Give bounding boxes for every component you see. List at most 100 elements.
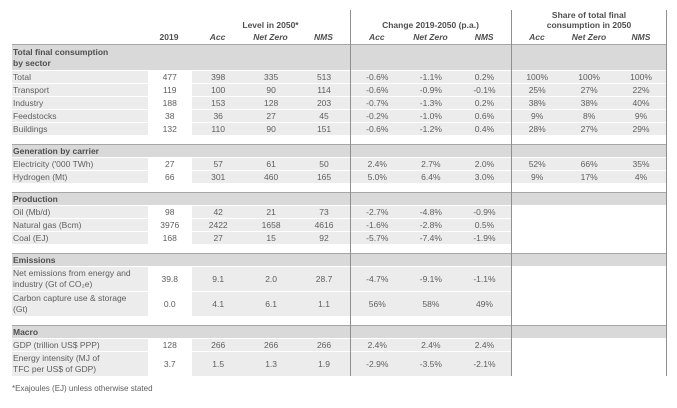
value-share-acc [511, 339, 563, 351]
value-level-net-zero: 90 [244, 84, 298, 96]
value-2019: 38 [147, 110, 192, 122]
value-change-nms: 0.4% [457, 123, 512, 135]
value-share-nms [615, 232, 667, 244]
value-change-net-zero: -2.8% [404, 219, 458, 231]
section-title: Emissions [13, 254, 56, 265]
value-2019: 66 [147, 171, 192, 183]
value-level-nms: 45 [297, 110, 351, 122]
table-row: Industry 188 153 128 203 -0.7% -1.3% 0.2% 38% 38%… [12, 97, 667, 109]
group-header-share: Share of total final consumption in 2050 [511, 10, 667, 30]
table-row: Energy intensity (MJ of TFC per US$ of G… [12, 352, 667, 376]
value-share-net-zero: 66% [563, 158, 616, 170]
value-share-acc [511, 267, 563, 291]
row-label: Transport [12, 84, 148, 96]
row-label: Buildings [12, 123, 148, 135]
value-share-net-zero: 100% [563, 71, 616, 83]
row-label: Hydrogen (Mt) [12, 171, 148, 183]
value-level-nms: 266 [297, 339, 351, 351]
value-change-nms: -1.1% [457, 267, 512, 291]
table-row: Electricity ('000 TWh) 27 57 61 50 2.4% 2.7% 2.… [12, 158, 667, 170]
value-level-acc: 57 [191, 158, 245, 170]
value-level-nms: 165 [297, 171, 351, 183]
value-change-net-zero: -9.1% [404, 267, 458, 291]
value-share-net-zero [563, 339, 615, 351]
value-share-net-zero [563, 292, 615, 316]
value-level-acc: 2422 [191, 219, 245, 231]
value-change-acc: 5.0% [350, 171, 405, 183]
table-section: Emissions Net emissions from energy and i… [12, 253, 667, 316]
value-2019: 3.7 [147, 352, 192, 376]
row-label: Net emissions from energy and industry (… [12, 267, 148, 291]
value-change-acc: -4.7% [350, 267, 405, 291]
value-change-acc: -0.6% [350, 84, 405, 96]
table-body: Total final consumption by sector Total 47… [12, 44, 667, 376]
value-share-acc [511, 352, 563, 376]
table-section: Production Oil (Mb/d) 98 42 21 73 -2.7% -4.8% -0… [12, 192, 667, 244]
value-share-nms: 22% [615, 84, 667, 96]
value-level-net-zero: 90 [244, 123, 298, 135]
table: Level in 2050* Change 2019-2050 (p.a.) S… [12, 6, 667, 376]
value-share-net-zero [563, 352, 615, 376]
table-row: Carbon capture use & storage (Gt) 0.0 4.1 6… [12, 292, 667, 316]
value-change-net-zero: -0.9% [404, 84, 458, 96]
group-header-row: Level in 2050* Change 2019-2050 (p.a.) S… [12, 6, 667, 30]
value-level-net-zero: 1658 [244, 219, 298, 231]
table-row: Oil (Mb/d) 98 42 21 73 -2.7% -4.8% -0.9% [12, 206, 667, 218]
value-change-acc: -2.7% [350, 206, 405, 218]
value-share-net-zero [563, 267, 615, 291]
value-change-acc: -0.6% [350, 71, 405, 83]
value-level-net-zero: 15 [244, 232, 298, 244]
value-2019: 0.0 [147, 292, 192, 316]
value-share-acc [511, 219, 563, 231]
value-2019: 3976 [147, 219, 192, 231]
value-share-acc [511, 232, 563, 244]
value-share-nms: 9% [615, 110, 667, 122]
value-change-net-zero: -1.0% [404, 110, 458, 122]
table-row: Net emissions from energy and industry (… [12, 267, 667, 291]
value-share-nms [615, 267, 667, 291]
row-label: Feedstocks [12, 110, 148, 122]
group-title: Level in 2050* [242, 20, 299, 30]
col-header-change-netzero: Net Zero [413, 32, 448, 42]
row-label: Natural gas (Bcm) [12, 219, 148, 231]
value-level-net-zero: 335 [244, 71, 298, 83]
value-change-acc: -5.7% [350, 232, 405, 244]
value-share-acc: 9% [511, 110, 564, 122]
value-share-acc [511, 292, 563, 316]
row-label: Carbon capture use & storage (Gt) [12, 292, 148, 316]
value-level-net-zero: 460 [244, 171, 298, 183]
value-2019: 27 [147, 158, 192, 170]
value-level-acc: 100 [191, 84, 245, 96]
value-2019: 128 [147, 339, 192, 351]
value-share-net-zero: 8% [563, 110, 616, 122]
value-level-acc: 36 [191, 110, 245, 122]
table-row: Total 477 398 335 513 -0.6% -1.1% 0.2% 100% 100% 1… [12, 71, 667, 83]
value-level-acc: 42 [191, 206, 245, 218]
row-label: GDP (trillion US$ PPP) [12, 339, 148, 351]
divider-change-share [511, 10, 512, 376]
col-header-share-acc: Acc [529, 32, 545, 42]
value-change-acc: -0.2% [350, 110, 405, 122]
row-label: Industry [12, 97, 148, 109]
col-header-share-nms: NMS [631, 32, 651, 42]
value-level-net-zero: 266 [244, 339, 298, 351]
value-change-net-zero: 2.7% [404, 158, 458, 170]
section-title: Total final consumption by sector [13, 46, 109, 68]
value-2019: 119 [147, 84, 192, 96]
value-share-nms: 29% [615, 123, 667, 135]
value-share-acc: 28% [511, 123, 564, 135]
section-title: Production [13, 193, 58, 204]
section-header: Generation by carrier [12, 144, 667, 157]
value-level-acc: 398 [191, 71, 245, 83]
value-level-nms: 50 [297, 158, 351, 170]
row-label: Energy intensity (MJ of TFC per US$ of G… [12, 352, 148, 376]
value-share-nms [615, 292, 667, 316]
group-header-level-2050: Level in 2050* [191, 20, 350, 30]
group-title: Change 2019-2050 (p.a.) [382, 20, 479, 30]
value-share-acc: 9% [511, 171, 564, 183]
value-change-acc: 2.4% [350, 158, 405, 170]
value-level-acc: 4.1 [191, 292, 245, 316]
value-level-nms: 203 [297, 97, 351, 109]
value-change-net-zero: 2.4% [404, 339, 458, 351]
